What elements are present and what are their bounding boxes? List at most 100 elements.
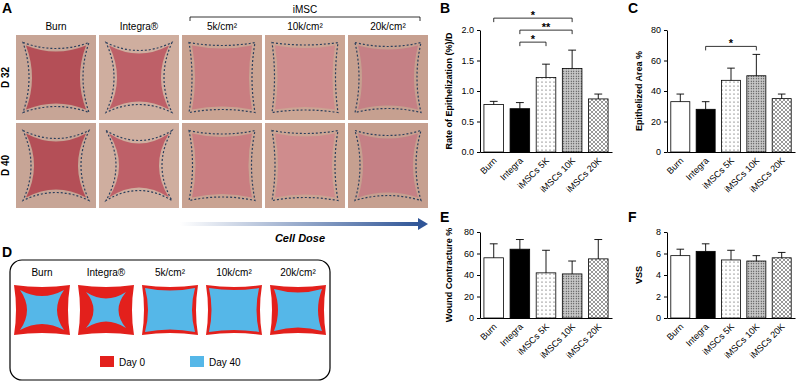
wound-area <box>26 46 86 110</box>
error-bar-cap <box>677 94 685 95</box>
error-bar <box>594 240 602 259</box>
error-bar-cap <box>753 54 761 55</box>
y-tick: 60 <box>464 249 480 259</box>
y-tick-label: 40 <box>651 86 661 96</box>
axis-line <box>481 152 613 153</box>
x-tick-label: iMSCs 20K <box>748 322 787 361</box>
error-bar-stem <box>756 54 757 75</box>
y-tick: 20 <box>464 292 480 302</box>
photo-background <box>99 123 179 208</box>
wound-marking <box>23 43 89 113</box>
y-tick: 60 <box>651 56 667 66</box>
y-tick-label: 0.5 <box>461 117 474 127</box>
significance-label: * <box>531 9 536 21</box>
error-bar-cap <box>702 243 710 244</box>
key-label: Day 40 <box>209 357 241 368</box>
wound-marking <box>106 43 172 113</box>
error-bar <box>778 252 786 257</box>
error-bar <box>568 261 576 274</box>
y-tick: 1.5 <box>461 56 480 66</box>
wound-area <box>275 134 335 198</box>
wound-outline-end <box>274 289 322 331</box>
plot-area <box>671 54 791 152</box>
panel-letter: A <box>2 0 12 16</box>
x-tick-label: Burn <box>665 322 686 343</box>
error-bar-stem <box>705 244 706 252</box>
photo <box>182 123 262 208</box>
axis-line <box>480 31 481 153</box>
y-axis-title: Rate of Epithelization (%)/D <box>444 32 454 150</box>
wound-area <box>192 46 252 110</box>
error-bar-cap <box>542 250 550 251</box>
arrow-label: Cell Dose <box>275 232 325 244</box>
error-bar-cap <box>702 101 710 102</box>
x-axis: BurnIntegraiMSCs 5KiMSCs 10KiMSCs 20K <box>665 319 796 361</box>
wound-area <box>358 134 418 198</box>
error-bar <box>753 256 761 261</box>
y-tick: 4 <box>656 270 667 280</box>
photo <box>265 123 345 208</box>
column-label: 10k/cm² <box>287 21 323 32</box>
y-tick-mark <box>664 254 667 255</box>
column-label: 5k/cm² <box>155 267 186 278</box>
error-bar <box>490 101 498 104</box>
error-bar <box>516 240 524 250</box>
y-axis-title: Wound Contracture % <box>444 228 454 322</box>
y-axis: 020406080 <box>651 25 668 157</box>
x-tick: iMSCs 20K <box>748 322 787 361</box>
y-tick-mark <box>477 61 480 62</box>
wound-area <box>275 46 335 110</box>
y-tick: 1.0 <box>461 86 480 96</box>
y-tick-label: 80 <box>651 25 661 35</box>
y-tick-label: 0 <box>469 313 474 323</box>
y-tick: 0 <box>656 147 667 157</box>
y-tick-label: 20 <box>464 292 474 302</box>
error-bar <box>677 249 685 255</box>
bar <box>671 102 690 152</box>
y-tick-mark <box>664 275 667 276</box>
bar <box>747 76 766 152</box>
x-tick-label: Burn <box>478 156 499 177</box>
key-label: Day 0 <box>119 357 146 368</box>
error-bar-stem <box>731 68 732 80</box>
y-tick-mark <box>664 232 667 233</box>
bar <box>588 99 608 152</box>
error-bar-stem <box>781 94 782 99</box>
y-tick-label: 80 <box>464 227 474 237</box>
y-tick: 2.0 <box>461 25 480 35</box>
y-tick-label: 1.5 <box>461 56 474 66</box>
group-bracket <box>190 17 420 21</box>
plot-area <box>671 244 791 318</box>
photo-background <box>16 35 96 120</box>
plot-area <box>484 50 608 152</box>
error-bar-cap <box>594 94 602 95</box>
error-bar-cap <box>727 250 735 251</box>
error-bar-cap <box>568 261 576 262</box>
panel-letter: B <box>440 0 450 16</box>
row-label: D 32 <box>0 67 11 89</box>
y-tick: 80 <box>651 25 667 35</box>
x-tick: iMSCs 20K <box>564 322 603 361</box>
error-bar-stem <box>705 102 706 110</box>
error-bar-stem <box>519 240 520 250</box>
x-axis: BurnIntegraiMSCs 5KiMSCs 10KiMSCs 20K <box>665 153 796 195</box>
y-tick: 80 <box>464 227 480 237</box>
error-bar-stem <box>572 50 573 68</box>
y-tick-mark <box>477 91 480 92</box>
group-label: iMSC <box>293 4 317 15</box>
y-tick-mark <box>477 254 480 255</box>
photo <box>348 123 428 208</box>
photo <box>348 35 428 120</box>
y-tick-mark <box>477 275 480 276</box>
x-tick: iMSCs 20K <box>564 156 603 195</box>
photo-background <box>16 123 96 208</box>
y-tick-label: 60 <box>464 249 474 259</box>
error-bar <box>753 54 761 75</box>
bar <box>696 109 715 152</box>
wound-marking <box>23 131 89 201</box>
error-bar-cap <box>516 102 524 103</box>
y-tick-mark <box>664 91 667 92</box>
significance-label: ** <box>542 21 551 33</box>
y-tick-label: 0 <box>656 147 661 157</box>
photo <box>182 35 262 120</box>
